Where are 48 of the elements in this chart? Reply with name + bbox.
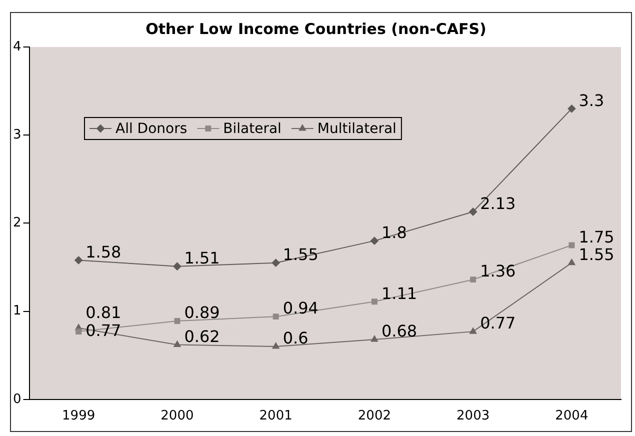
point (568, 104, 576, 113)
y-tick-label: 0 (12, 392, 22, 407)
point (272, 314, 279, 320)
x-tick-label: 2003 (456, 408, 490, 424)
data-label: 0.89 (184, 303, 220, 322)
data-label: 1.36 (480, 262, 516, 281)
y-tick-label: 3 (12, 127, 22, 142)
point (568, 258, 576, 266)
x-tick-label: 2004 (555, 408, 588, 424)
point (272, 342, 280, 349)
x-tick-label: 2002 (358, 408, 391, 424)
y-tick-label: 1 (12, 304, 22, 319)
x-tick-label: 1999 (62, 408, 96, 424)
point (470, 328, 477, 334)
data-label: 1.11 (381, 284, 418, 303)
data-label: 2.13 (480, 194, 516, 213)
point (469, 208, 478, 216)
data-label: 1.55 (578, 245, 614, 264)
point (470, 276, 476, 283)
data-label: 0.77 (480, 314, 516, 333)
data-label: 0.68 (381, 322, 418, 341)
y-tick-label: 4 (12, 39, 22, 54)
data-label: 1.51 (184, 248, 220, 268)
x-tick-label: 2001 (259, 408, 292, 424)
point (174, 340, 181, 348)
point (371, 298, 378, 305)
point (74, 256, 83, 264)
chart-title: Other Low Income Countries (non-CAFS) (146, 20, 486, 38)
point (272, 258, 280, 267)
data-label: 0.6 (282, 328, 308, 348)
data-label: 3.3 (578, 90, 604, 110)
data-label: 1.75 (578, 227, 614, 246)
data-label: 0.62 (184, 326, 220, 346)
point (76, 328, 82, 335)
data-label: 0.94 (282, 298, 318, 318)
point (174, 318, 180, 324)
point (568, 242, 575, 248)
legend-label: Bilateral (223, 121, 282, 138)
data-label: 0.77 (86, 320, 122, 340)
point (173, 262, 182, 270)
legend-label: All Donors (116, 121, 188, 138)
data-label: 0.81 (86, 302, 122, 322)
data-label: 1.58 (86, 242, 122, 262)
point (370, 335, 378, 342)
legend-label: Multilateral (317, 121, 396, 138)
point (370, 236, 378, 245)
x-tick-label: 2000 (160, 408, 194, 424)
y-tick-label: 2 (12, 216, 22, 231)
